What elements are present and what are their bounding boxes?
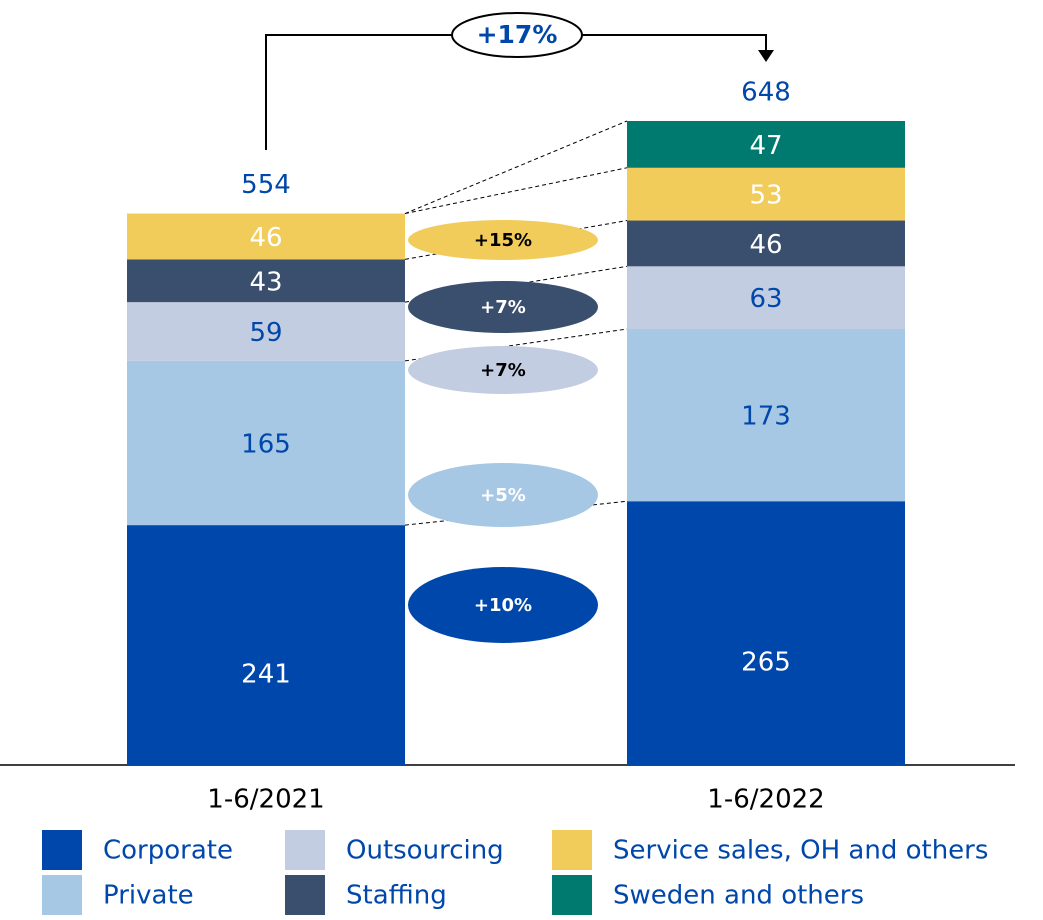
growth-label: +7% [480,297,526,318]
legend-swatch [42,875,82,915]
bar-segment [127,525,405,765]
bar-segment [127,302,405,361]
bar-segment [127,360,405,526]
legend-swatch [552,875,592,915]
segment-label: 63 [749,284,782,314]
bar-segment [127,259,405,303]
legend-label: Service sales, OH and others [613,836,988,866]
bar-segment [127,213,405,260]
growth-label: +7% [480,360,526,381]
bar-segment [627,329,905,502]
legend-swatch [285,875,325,915]
segment-label: 53 [749,181,782,211]
legend-label: Corporate [103,836,233,866]
total-label: 648 [741,77,791,107]
total-growth-label: +17% [477,20,558,49]
growth-arrowhead [758,50,774,62]
segment-label: 43 [249,267,282,297]
segment-label: 173 [741,402,791,432]
segment-label: 46 [249,223,282,253]
connector-line [404,167,628,215]
bar-segment [627,266,905,330]
growth-bubble [408,346,598,394]
growth-bubble [451,12,583,58]
x-tick-label: 1-6/2022 [707,785,824,815]
segment-label: 47 [749,131,782,161]
growth-bubble [408,220,598,260]
legend-swatch [552,830,592,870]
growth-bubble [408,281,598,333]
growth-label: +15% [474,230,532,251]
legend-label: Private [103,881,194,911]
connector-line [404,120,628,215]
legend-label: Sweden and others [613,881,864,911]
segment-label: 241 [241,660,291,690]
bar-segment [627,167,905,221]
growth-label: +5% [480,485,526,506]
segment-label: 46 [749,230,782,260]
legend-swatch [42,830,82,870]
bar-segment [627,501,905,765]
growth-bubble [408,567,598,643]
total-label: 554 [241,170,291,200]
bar-segment [627,220,905,267]
bar-segment [627,120,905,168]
growth-bubble [408,463,598,527]
segment-label: 59 [249,318,282,348]
x-tick-label: 1-6/2021 [207,785,324,815]
legend-label: Staffing [346,881,447,911]
growth-label: +10% [474,595,532,616]
segment-label: 265 [741,648,791,678]
segment-label: 165 [241,429,291,459]
legend-label: Outsourcing [346,836,504,866]
connector-line [404,500,628,526]
legend-swatch [285,830,325,870]
